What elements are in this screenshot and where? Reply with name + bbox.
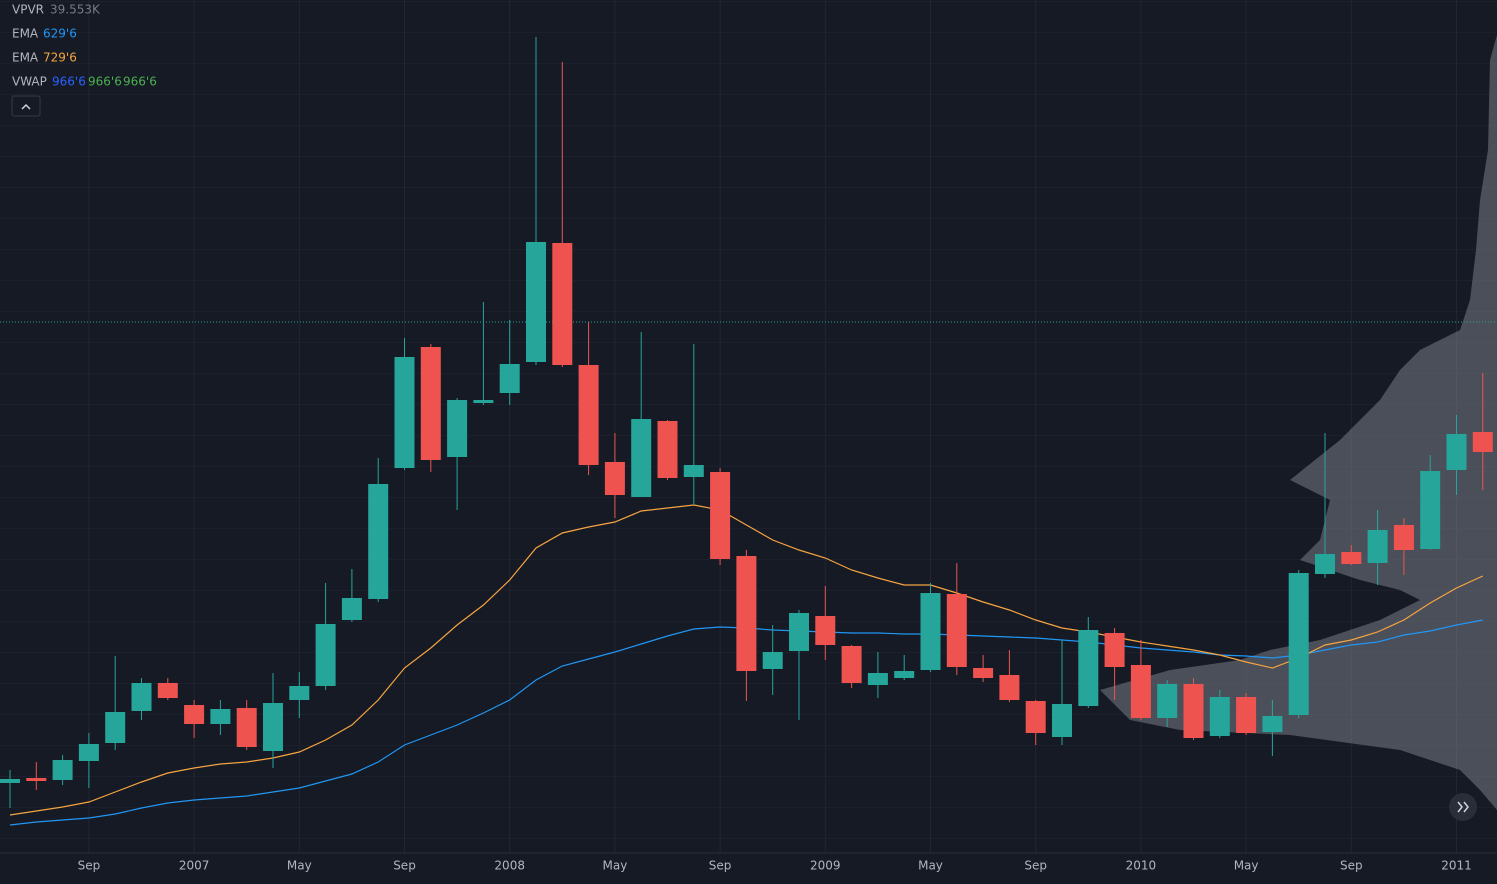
candle-body (394, 357, 415, 468)
legend-value: 629'6 (43, 27, 77, 41)
candle-body (789, 613, 809, 651)
candle-body (1367, 530, 1388, 563)
candle-body (973, 668, 994, 678)
candle-body (1078, 630, 1099, 706)
candle-body (447, 400, 468, 457)
x-tick-label: May (918, 859, 943, 873)
legend: VPVR 39.553K EMA 629'6 EMA 729'6 VWAP 96… (12, 3, 157, 89)
scroll-icon[interactable] (1463, 801, 1469, 813)
candle-body (526, 242, 546, 362)
candle-body (1262, 716, 1283, 732)
x-tick-label: 2007 (179, 859, 210, 873)
candle-body (1157, 684, 1178, 718)
candle-body (867, 673, 888, 685)
x-tick-label: 2009 (810, 859, 841, 873)
candle-body (499, 364, 520, 393)
candle-body (736, 556, 757, 671)
candle-body (762, 652, 783, 669)
candle-body (368, 484, 389, 599)
volume-profile (1100, 35, 1497, 810)
candle-body (420, 347, 441, 460)
candle-body (105, 712, 126, 743)
scroll-button-bg[interactable] (1449, 793, 1477, 821)
candle-body (631, 419, 652, 497)
candle-body (815, 616, 836, 645)
candle-body (1209, 697, 1230, 736)
legend-value: 966'6 (123, 75, 157, 89)
candle-body (894, 671, 915, 678)
collapse-icon[interactable] (21, 103, 31, 110)
candle-body (341, 598, 362, 620)
candle-body (1472, 432, 1493, 452)
legend-value: 966'6 (52, 75, 86, 89)
legend-name: EMA (12, 51, 39, 65)
candle-body (920, 593, 941, 670)
x-tick-label: 2011 (1441, 859, 1472, 873)
candle-body (1236, 697, 1257, 733)
ema-line (9, 504, 1484, 816)
collapse-button[interactable] (11, 95, 41, 117)
candle-body (1052, 704, 1072, 737)
candle-body (604, 462, 625, 495)
x-tick-label: Sep (1340, 859, 1363, 873)
legend-value: 966'6 (88, 75, 122, 89)
x-tick-label: Sep (709, 859, 732, 873)
legend-value: 39.553K (50, 3, 101, 17)
x-tick-label: May (602, 859, 627, 873)
candle-body (1420, 471, 1441, 549)
candle-body (1341, 552, 1362, 564)
scroll-icon[interactable] (1457, 801, 1463, 813)
candle-body (157, 683, 178, 698)
candle-body (1130, 665, 1151, 718)
candle-body (263, 703, 283, 751)
candle-body (1025, 701, 1046, 733)
candle-body (1393, 525, 1414, 550)
candle-body (210, 709, 231, 724)
candle-body (1288, 573, 1309, 715)
candle-body (52, 760, 73, 780)
candle-body (552, 243, 573, 365)
x-tick-label: Sep (1024, 859, 1047, 873)
x-tick-label: 2008 (494, 859, 525, 873)
candle-body (78, 744, 99, 761)
candle-body (289, 686, 310, 700)
x-tick-label: Sep (78, 859, 101, 873)
x-tick-label: Sep (393, 859, 416, 873)
legend-value: 729'6 (43, 51, 77, 65)
candle-body (473, 400, 494, 403)
candle-body (710, 472, 731, 559)
legend-name: VPVR (12, 3, 44, 17)
candle-body (184, 705, 205, 724)
scroll-right-button[interactable] (1449, 793, 1477, 821)
candle-body (578, 365, 599, 465)
legend-name: EMA (12, 27, 39, 41)
candle-body (999, 675, 1020, 700)
candle-body (841, 646, 862, 683)
candle-body (131, 683, 152, 711)
legend-name: VWAP (12, 75, 47, 89)
candle-body (946, 594, 967, 667)
candle-body (0, 779, 20, 783)
candle-body (1446, 434, 1467, 470)
candle-body (1183, 684, 1204, 738)
candle-body (1104, 633, 1125, 667)
candle-body (26, 778, 47, 781)
x-tick-label: May (287, 859, 312, 873)
candle-body (683, 465, 704, 477)
x-tick-label: May (1234, 859, 1259, 873)
candle-body (1315, 554, 1335, 574)
candle-body (315, 624, 336, 686)
x-tick-label: 2010 (1126, 859, 1157, 873)
candle-body (657, 421, 678, 478)
candle-body (236, 708, 257, 747)
